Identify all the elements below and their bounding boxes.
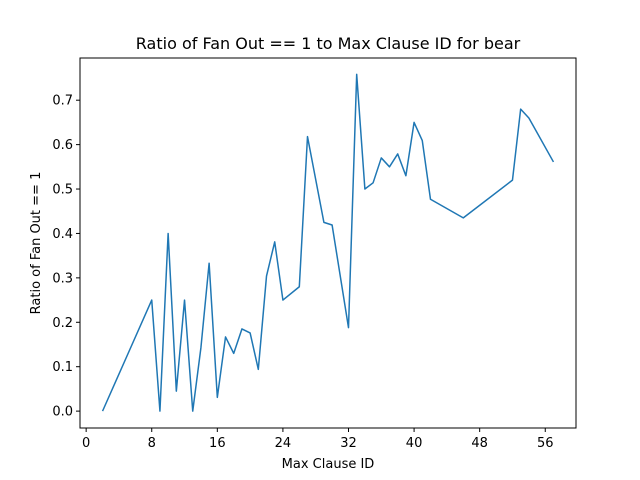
x-axis-label: Max Clause ID (282, 457, 375, 472)
x-tick-label: 40 (406, 436, 423, 451)
x-tick-label: 16 (209, 436, 226, 451)
y-axis-label: Ratio of Fan Out == 1 (29, 172, 44, 315)
x-tick-label: 56 (537, 436, 554, 451)
plot-area (101, 73, 555, 412)
x-tick-label: 32 (340, 436, 357, 451)
chart-title: Ratio of Fan Out == 1 to Max Clause ID f… (136, 34, 521, 53)
x-tick-label: 24 (275, 436, 292, 451)
y-tick-label: 0.3 (52, 271, 73, 286)
axes-frame (79, 57, 577, 429)
y-tick-label: 0.4 (52, 227, 73, 242)
x-tick-label: 8 (148, 436, 156, 451)
x-tick-label: 0 (82, 436, 90, 451)
y-tick-label: 0.0 (52, 405, 73, 420)
y-tick-label: 0.6 (52, 138, 73, 153)
x-tick-label: 48 (471, 436, 488, 451)
series-line (101, 73, 555, 412)
y-tick-label: 0.1 (52, 360, 73, 375)
y-tick-label: 0.5 (52, 183, 73, 198)
y-tick-label: 0.7 (52, 94, 73, 109)
y-tick-label: 0.2 (52, 316, 73, 331)
